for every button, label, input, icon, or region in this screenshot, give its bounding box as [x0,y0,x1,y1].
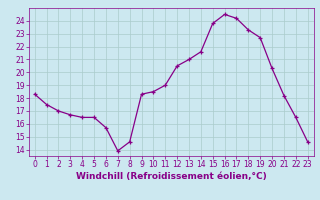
X-axis label: Windchill (Refroidissement éolien,°C): Windchill (Refroidissement éolien,°C) [76,172,267,181]
